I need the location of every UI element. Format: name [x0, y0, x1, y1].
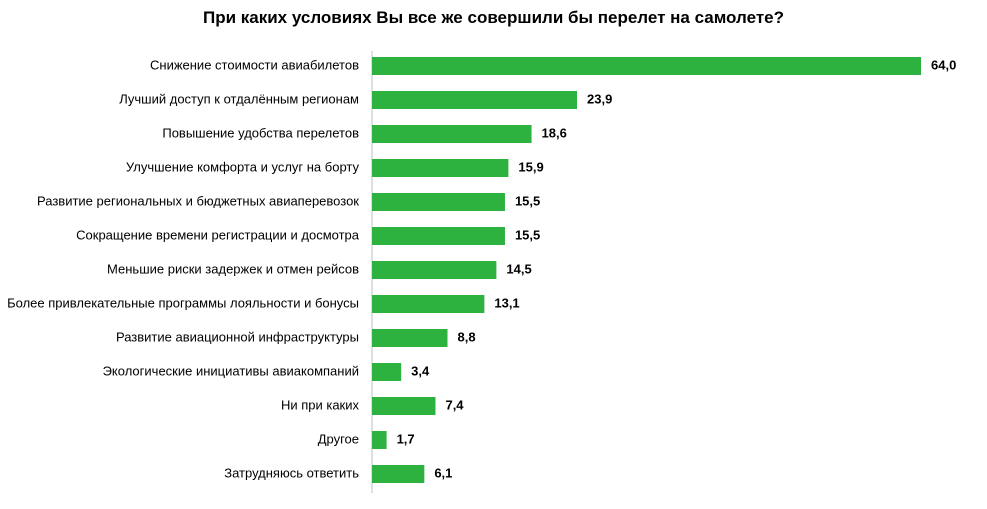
chart-title: При каких условиях Вы все же совершили б…: [202, 8, 784, 27]
bars-group: Снижение стоимости авиабилетов 64,0 Лучший…: [7, 57, 956, 483]
category-label: Повышение удобства перелетов: [162, 125, 359, 140]
value-label: 15,5: [515, 193, 540, 208]
category-label: Улучшение комфорта и услуг на борту: [126, 159, 360, 174]
category-label: Другое: [318, 431, 359, 446]
value-label: 7,4: [445, 397, 464, 412]
category-label: Ни при каких: [281, 397, 360, 412]
bar: [372, 193, 505, 211]
value-label: 6,1: [434, 465, 452, 480]
category-label: Более привлекательные программы лояльнос…: [7, 295, 359, 310]
value-label: 14,5: [506, 261, 531, 276]
value-label: 8,8: [457, 329, 475, 344]
category-label: Экологические инициативы авиакомпаний: [103, 363, 359, 378]
category-label: Развитие региональных и бюджетных авиапе…: [37, 193, 359, 208]
value-label: 1,7: [397, 431, 415, 446]
value-label: 3,4: [411, 363, 430, 378]
bar: [372, 363, 402, 381]
category-label: Развитие авиационной инфраструктуры: [116, 329, 359, 344]
value-label: 15,5: [515, 227, 540, 242]
bar: [372, 261, 497, 279]
bar: [372, 57, 921, 75]
bar: [372, 91, 578, 109]
category-label: Затрудняюсь ответить: [224, 465, 359, 480]
bar: [372, 227, 505, 245]
bar: [372, 431, 387, 449]
bar: [372, 125, 532, 143]
bar: [372, 329, 448, 347]
value-label: 15,9: [518, 159, 543, 174]
bar: [372, 465, 425, 483]
category-label: Меньшие риски задержек и отмен рейсов: [107, 261, 359, 276]
value-label: 64,0: [931, 57, 956, 72]
category-label: Лучший доступ к отдалённым регионам: [119, 91, 359, 106]
category-label: Снижение стоимости авиабилетов: [150, 57, 359, 72]
bar: [372, 397, 436, 415]
category-label: Сокращение времени регистрации и досмотр…: [76, 227, 360, 242]
value-label: 13,1: [494, 295, 519, 310]
bar: [372, 295, 485, 313]
bar: [372, 159, 509, 177]
value-label: 18,6: [542, 125, 567, 140]
value-label: 23,9: [587, 91, 612, 106]
